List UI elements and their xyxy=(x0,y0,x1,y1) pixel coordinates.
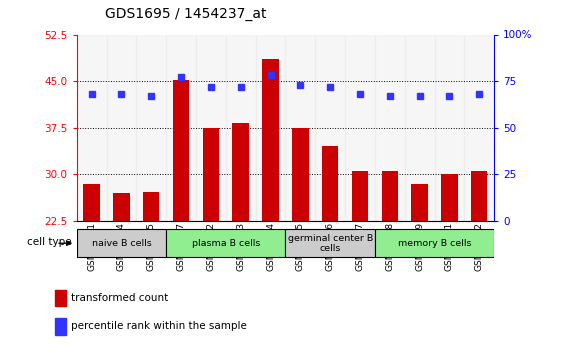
Bar xyxy=(315,34,345,221)
Bar xyxy=(405,34,435,221)
Bar xyxy=(77,34,107,221)
Bar xyxy=(262,59,279,221)
Bar xyxy=(435,34,465,221)
Bar xyxy=(256,34,286,221)
Bar xyxy=(226,34,256,221)
Bar xyxy=(345,34,375,221)
Text: percentile rank within the sample: percentile rank within the sample xyxy=(72,321,247,331)
Bar xyxy=(352,171,368,221)
Bar xyxy=(143,191,160,221)
Text: memory B cells: memory B cells xyxy=(398,239,471,248)
Bar xyxy=(375,229,494,257)
Bar xyxy=(382,171,398,221)
Bar xyxy=(232,123,249,221)
Bar xyxy=(113,193,130,221)
Bar xyxy=(286,229,375,257)
Bar xyxy=(166,229,285,257)
Bar xyxy=(411,184,428,221)
Bar xyxy=(465,34,494,221)
Bar xyxy=(107,34,136,221)
Bar xyxy=(322,146,339,221)
Bar xyxy=(83,184,100,221)
Text: germinal center B
cells: germinal center B cells xyxy=(287,234,373,253)
Bar xyxy=(173,80,189,221)
Text: cell type: cell type xyxy=(27,237,72,247)
Bar xyxy=(77,229,166,257)
Bar xyxy=(441,174,458,221)
Bar xyxy=(136,34,166,221)
Bar xyxy=(56,318,66,335)
Text: transformed count: transformed count xyxy=(72,293,169,303)
Bar xyxy=(203,128,219,221)
Bar xyxy=(292,128,308,221)
Bar xyxy=(196,34,226,221)
Bar xyxy=(471,171,487,221)
Text: GDS1695 / 1454237_at: GDS1695 / 1454237_at xyxy=(105,7,266,21)
Bar xyxy=(166,34,196,221)
Text: naive B cells: naive B cells xyxy=(91,239,151,248)
Bar xyxy=(56,290,66,306)
Bar xyxy=(375,34,404,221)
Bar xyxy=(286,34,315,221)
Text: plasma B cells: plasma B cells xyxy=(191,239,260,248)
